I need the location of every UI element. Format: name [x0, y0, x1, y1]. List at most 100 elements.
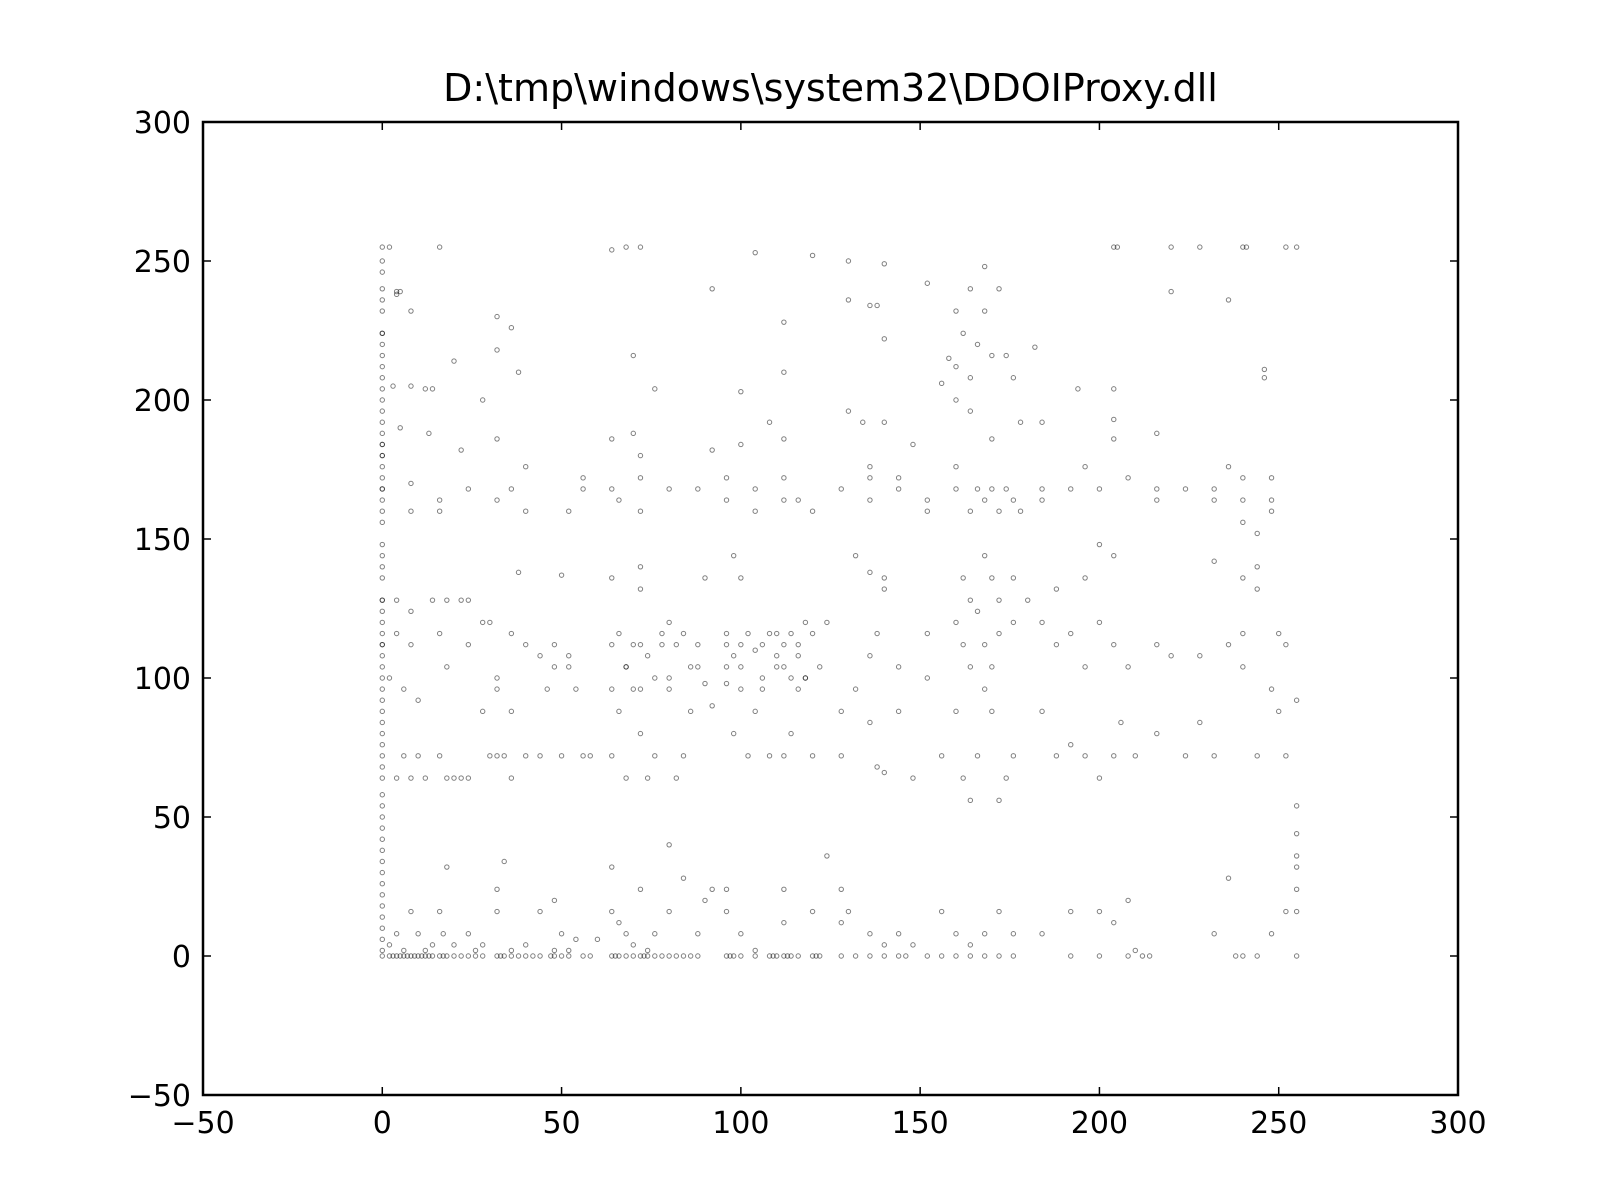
data-point	[379, 430, 385, 437]
data-point	[723, 680, 730, 687]
data-point	[1010, 953, 1017, 959]
data-point	[508, 630, 515, 637]
data-point	[623, 775, 629, 781]
data-point	[1254, 753, 1260, 759]
data-point	[752, 486, 758, 492]
data-point	[795, 653, 801, 659]
x-tick-label: 150	[892, 1106, 949, 1141]
data-point	[1017, 419, 1024, 425]
data-point	[738, 686, 744, 692]
data-point	[587, 953, 593, 959]
data-point	[967, 597, 974, 603]
data-point	[981, 641, 988, 648]
y-tick-label: 200	[134, 384, 191, 419]
data-point	[974, 608, 981, 614]
data-point	[1182, 753, 1189, 759]
data-point	[1197, 244, 1203, 250]
data-point	[637, 244, 644, 250]
data-point	[989, 664, 995, 670]
data-point	[852, 686, 859, 692]
data-point	[429, 386, 436, 392]
data-point	[609, 686, 615, 692]
data-point	[666, 842, 672, 848]
data-point	[397, 425, 403, 431]
data-point	[1293, 697, 1300, 703]
data-point	[1111, 919, 1117, 926]
data-point	[1032, 344, 1038, 350]
data-point	[924, 497, 931, 503]
data-point	[981, 308, 988, 314]
data-point	[609, 953, 615, 959]
data-point	[379, 375, 385, 381]
data-point	[426, 953, 432, 959]
data-point	[386, 953, 393, 959]
data-point	[558, 572, 565, 578]
data-point	[1082, 753, 1088, 759]
data-point	[996, 286, 1002, 292]
x-tick-label: 100	[712, 1106, 769, 1141]
data-point	[881, 942, 887, 948]
data-point	[938, 753, 945, 759]
data-point	[379, 597, 385, 603]
x-axis-ticks: −50 0 50 100 150 200 250 300	[171, 122, 1487, 1141]
data-point	[1053, 586, 1060, 592]
data-point	[774, 664, 780, 670]
y-tick-label: 100	[134, 662, 191, 697]
data-point	[609, 486, 615, 492]
data-point	[1225, 875, 1232, 881]
data-point	[745, 630, 751, 637]
data-point	[551, 664, 558, 670]
data-point	[781, 369, 787, 375]
data-point	[379, 675, 385, 681]
data-point	[379, 363, 385, 370]
data-point	[1283, 641, 1289, 648]
data-point	[996, 597, 1002, 603]
data-point	[867, 719, 873, 726]
data-point	[730, 653, 737, 659]
data-point	[444, 664, 450, 670]
data-point	[680, 753, 687, 759]
data-point	[393, 775, 400, 781]
data-point	[738, 641, 744, 648]
data-point	[401, 686, 407, 692]
data-point	[379, 686, 385, 692]
data-point	[1225, 641, 1232, 648]
data-point	[695, 953, 701, 959]
data-point	[910, 441, 916, 448]
data-point	[379, 519, 385, 526]
data-point	[494, 686, 500, 692]
data-point	[1240, 664, 1246, 670]
data-point	[479, 397, 486, 403]
data-point	[379, 330, 385, 336]
data-point	[953, 708, 959, 715]
data-point	[946, 355, 952, 361]
data-point	[523, 641, 529, 648]
y-tick-label: 300	[134, 106, 191, 141]
data-point	[479, 708, 486, 715]
data-point	[644, 653, 651, 659]
data-point	[379, 619, 385, 626]
data-point	[1211, 497, 1217, 503]
data-point	[379, 341, 385, 348]
data-point	[738, 953, 744, 959]
data-point	[953, 931, 959, 937]
data-point	[809, 753, 816, 759]
data-point	[781, 319, 787, 325]
data-point	[379, 775, 385, 781]
data-point	[379, 697, 385, 703]
data-point	[1039, 931, 1045, 937]
data-point	[393, 597, 400, 603]
data-point	[1111, 436, 1117, 442]
data-point	[924, 953, 931, 959]
data-point	[1240, 475, 1246, 481]
data-point	[938, 908, 945, 915]
data-point	[1082, 575, 1088, 581]
data-point	[444, 953, 450, 959]
data-point	[881, 953, 887, 959]
data-point	[408, 383, 414, 389]
data-point	[852, 953, 859, 959]
data-point	[953, 619, 959, 626]
data-point	[723, 664, 730, 670]
data-point	[752, 647, 758, 653]
data-point	[809, 630, 816, 637]
